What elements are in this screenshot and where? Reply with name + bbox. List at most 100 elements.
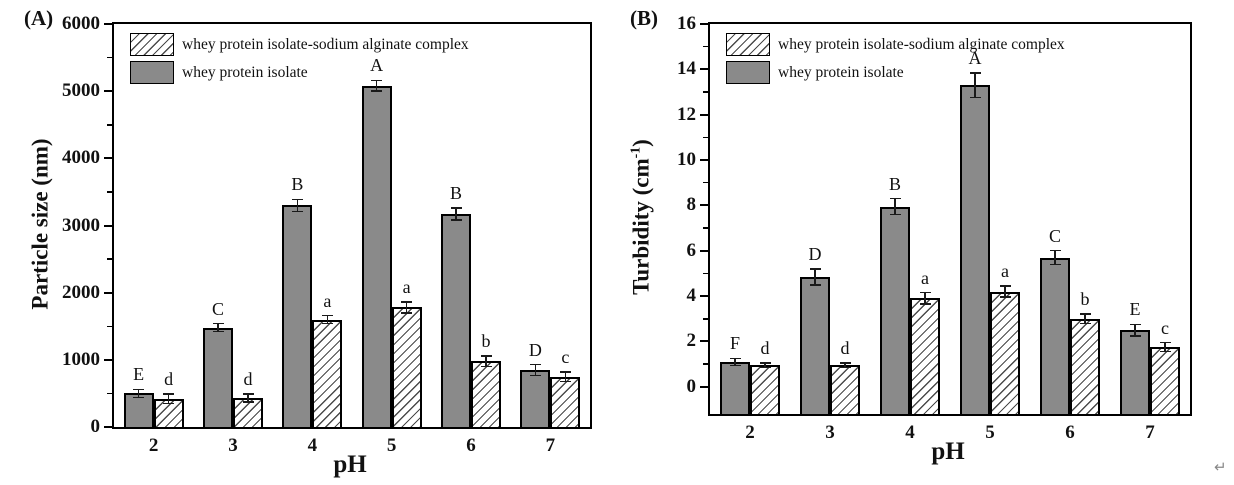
error-bar-cap-top xyxy=(1129,323,1141,326)
error-bar-cap-top xyxy=(212,322,224,325)
x-tick-label: 2 xyxy=(745,422,755,443)
error-bar-cap-bottom xyxy=(450,219,462,221)
significance-letter: E xyxy=(133,364,145,385)
hatched-swatch-icon xyxy=(726,33,770,56)
error-bar-cap-top xyxy=(809,268,821,270)
panel-b-y-axis-title-sup: -1 xyxy=(627,146,643,159)
significance-letter: C xyxy=(1048,225,1061,246)
error-bar-line xyxy=(564,371,567,382)
error-bar-line xyxy=(167,394,170,404)
error-bar-cap-bottom xyxy=(1129,335,1141,337)
error-bar-cap-top xyxy=(163,393,175,395)
y-major-tick xyxy=(700,249,708,252)
error-bar-cap-bottom xyxy=(559,380,571,383)
error-bar-cap-bottom xyxy=(889,213,901,216)
y-tick-label: 4000 xyxy=(62,147,100,169)
y-tick-label: 2 xyxy=(686,330,697,352)
significance-letter: d xyxy=(760,337,770,358)
error-bar-line xyxy=(924,292,926,305)
y-tick-label: 3000 xyxy=(62,214,100,236)
error-bar-line xyxy=(534,364,537,376)
x-tick-label: 4 xyxy=(307,435,318,456)
bar-complex-ph5 xyxy=(391,307,422,427)
significance-letter: A xyxy=(968,47,982,68)
significance-letter: d xyxy=(243,369,253,390)
y-major-tick xyxy=(700,204,708,207)
error-bar-cap-bottom xyxy=(291,210,303,213)
y-tick-label: 0 xyxy=(90,416,101,437)
hatched-swatch-icon xyxy=(130,33,174,56)
error-bar-cap-bottom xyxy=(919,303,931,305)
error-bar-line xyxy=(485,355,487,367)
x-tick-label: 3 xyxy=(228,435,238,456)
panel-b-plot-area: whey protein isolate-sodium alginate com… xyxy=(677,13,1192,443)
panel-b-x-axis-title: pH xyxy=(931,438,965,465)
x-tick-label: 2 xyxy=(148,435,159,456)
error-bar-line xyxy=(894,198,896,215)
x-tick-label: 6 xyxy=(466,435,476,456)
y-major-tick xyxy=(700,295,708,298)
y-major-tick xyxy=(104,224,112,227)
panel-a-plot-area: whey protein isolate-sodium alginate com… xyxy=(62,13,592,456)
error-bar-cap-bottom xyxy=(529,374,541,377)
error-bar-cap-bottom xyxy=(759,366,771,369)
error-bar-cap-top xyxy=(321,314,333,317)
error-bar-cap-bottom xyxy=(839,366,851,369)
y-major-tick xyxy=(700,159,708,162)
significance-letter: d xyxy=(840,337,850,358)
panel-b-legend: whey protein isolate-sodium alginate com… xyxy=(726,33,1065,89)
significance-letter: b xyxy=(481,330,491,351)
error-bar-cap-top xyxy=(1159,341,1171,344)
bar-wpi-ph6 xyxy=(441,214,471,427)
y-minor-tick xyxy=(107,191,112,193)
y-tick-label: 5000 xyxy=(62,80,100,102)
y-tick-label: 2000 xyxy=(62,281,100,303)
y-minor-tick xyxy=(107,258,112,260)
significance-letter: d xyxy=(164,369,174,390)
y-minor-tick xyxy=(703,272,708,275)
significance-letter: a xyxy=(402,277,411,298)
y-minor-tick xyxy=(703,318,708,320)
error-bar-cap-top xyxy=(480,355,492,357)
bar-complex-ph4 xyxy=(312,319,343,427)
bar-complex-ph4 xyxy=(910,298,940,414)
y-major-tick xyxy=(104,157,112,160)
error-bar-line xyxy=(764,362,766,368)
significance-letter: a xyxy=(1001,260,1009,281)
bar-wpi-ph7 xyxy=(1120,330,1150,414)
y-tick-label: 16 xyxy=(677,13,696,34)
error-bar-line xyxy=(375,80,378,92)
error-bar-cap-bottom xyxy=(809,284,821,286)
gray-swatch-icon xyxy=(726,61,770,84)
y-major-tick xyxy=(700,23,708,25)
significance-letter: F xyxy=(729,333,740,354)
y-tick-label: 6 xyxy=(686,239,697,261)
error-bar-cap-bottom xyxy=(729,364,741,366)
return-mark: ↵ xyxy=(1214,460,1227,476)
error-bar-cap-top xyxy=(529,363,541,366)
x-tick-label: 7 xyxy=(1145,422,1155,443)
bar-complex-ph2 xyxy=(750,365,780,414)
y-major-tick xyxy=(700,385,708,388)
bar-wpi-ph4 xyxy=(880,206,910,414)
y-tick-label: 0 xyxy=(686,375,697,397)
significance-letter: E xyxy=(1129,299,1141,320)
bar-wpi-ph5 xyxy=(361,85,392,427)
error-bar-cap-top xyxy=(759,362,771,364)
x-tick-label: 5 xyxy=(985,422,995,443)
bar-complex-ph6 xyxy=(1070,318,1100,414)
panel-a-letter: (A) xyxy=(24,6,54,30)
error-bar-cap-bottom xyxy=(1079,322,1091,325)
panel-a-legend: whey protein isolate-sodium alginate com… xyxy=(130,33,469,89)
significance-letter: c xyxy=(1161,317,1169,338)
error-bar-cap-top xyxy=(999,285,1011,287)
panel-b-y-axis-title-suffix: ) xyxy=(628,139,654,147)
legend-entry-complex: whey protein isolate-sodium alginate com… xyxy=(130,33,469,56)
y-minor-tick xyxy=(703,136,708,139)
error-bar-cap-bottom xyxy=(371,90,383,92)
y-minor-tick xyxy=(107,124,112,126)
legend-label-wpi: whey protein isolate xyxy=(778,63,904,81)
error-bar-cap-top xyxy=(371,79,383,82)
error-bar-cap-bottom xyxy=(242,401,254,403)
